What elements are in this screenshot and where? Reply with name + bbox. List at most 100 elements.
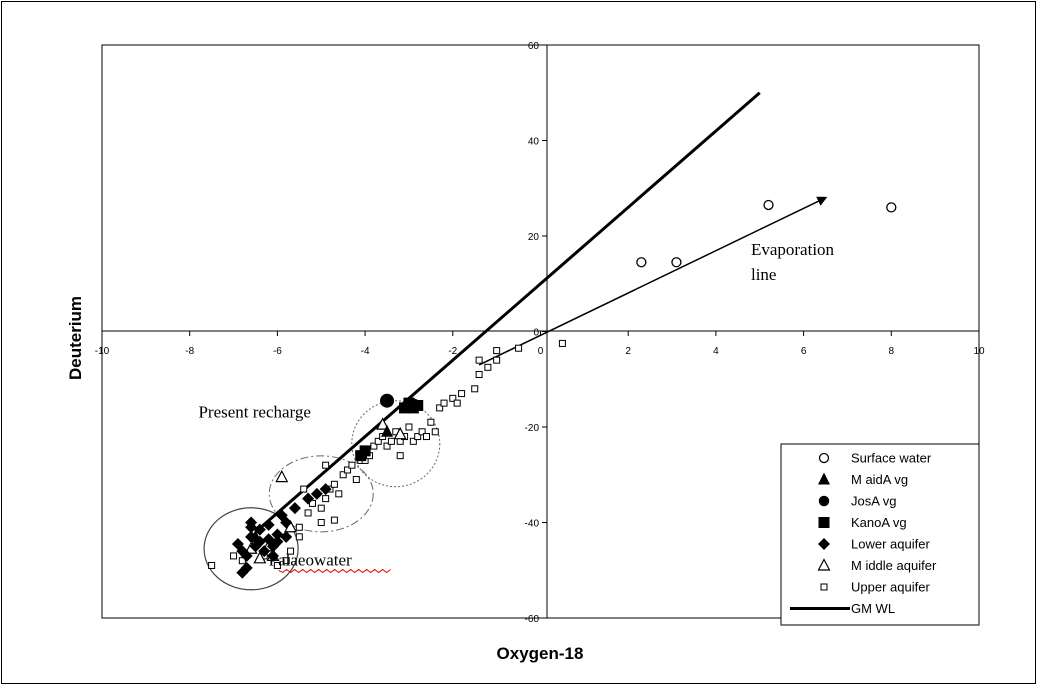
data-point xyxy=(431,428,439,436)
data-point xyxy=(330,516,338,524)
x-tick-label: 10 xyxy=(973,346,985,357)
data-point xyxy=(886,202,897,213)
data-point xyxy=(393,426,407,440)
y-tick-label: 0 xyxy=(533,328,539,339)
data-point xyxy=(396,452,404,460)
data-point xyxy=(558,339,566,347)
data-point xyxy=(249,529,262,542)
data-point xyxy=(304,509,312,517)
y-tick-label: -40 xyxy=(525,519,540,530)
data-point xyxy=(240,549,253,562)
x-ticks: -10 -8 -6 -4 -2 0 2 4 6 8 10 xyxy=(95,331,985,357)
data-point xyxy=(376,417,390,430)
gmwl-line xyxy=(254,91,761,534)
legend-marker xyxy=(818,495,830,507)
ellipse-present-recharge xyxy=(351,400,441,488)
x-tick-label: 4 xyxy=(713,346,719,357)
data-point xyxy=(308,499,316,507)
data-point xyxy=(370,442,378,450)
ellipse-palaeowater xyxy=(203,507,299,591)
annotation-line: line xyxy=(751,265,777,284)
y-tick-label: -60 xyxy=(525,614,540,625)
annotation-present-recharge: Present recharge xyxy=(198,402,311,421)
data-point xyxy=(280,530,293,543)
x-tick-label: 8 xyxy=(889,346,895,357)
legend-label: Surface water xyxy=(851,451,932,466)
y-axis-title: Deuterium xyxy=(66,296,85,380)
x-axis-title: Oxygen-18 xyxy=(497,644,584,663)
legend-label: Upper aquifer xyxy=(851,580,930,595)
legend-marker xyxy=(820,583,828,591)
data-point xyxy=(288,502,301,515)
legend-marker xyxy=(817,558,831,571)
legend-label: GM WL xyxy=(851,601,895,616)
data-point xyxy=(453,399,461,407)
spellcheck-underline xyxy=(278,568,391,574)
y-tick-label: -20 xyxy=(525,423,540,434)
data-point xyxy=(322,495,330,503)
data-point xyxy=(253,551,267,564)
legend: Surface water M aidA vg JosA vg KanoA vg Low… xyxy=(780,443,980,626)
data-point xyxy=(414,433,422,441)
legend-box xyxy=(780,443,980,626)
data-point xyxy=(322,461,330,469)
data-point xyxy=(262,518,275,531)
legend-marker xyxy=(818,517,830,528)
ellipse-transition xyxy=(268,455,374,533)
data-point xyxy=(230,552,238,560)
data-point xyxy=(418,428,426,436)
data-point xyxy=(335,490,343,498)
data-point xyxy=(406,398,421,413)
data-point xyxy=(271,528,284,541)
data-point xyxy=(282,557,290,565)
data-point xyxy=(273,561,281,569)
y-tick-label: 20 xyxy=(528,232,540,243)
x-tick-label: 6 xyxy=(801,346,807,357)
x-tick-label: 0 xyxy=(538,346,544,357)
data-point xyxy=(374,437,382,445)
data-point xyxy=(287,547,295,555)
legend-label: M iddle aquifer xyxy=(851,558,937,573)
legend-label: Lower aquifer xyxy=(851,537,930,552)
data-point xyxy=(636,257,647,268)
x-tick-label: -6 xyxy=(273,346,282,357)
data-point xyxy=(317,519,325,526)
data-point xyxy=(436,404,444,412)
x-tick-label: -4 xyxy=(361,346,370,357)
data-point xyxy=(271,535,284,548)
x-tick-label: 2 xyxy=(625,346,631,357)
grouping-ellipses xyxy=(203,400,441,591)
data-point xyxy=(258,545,271,558)
data-point xyxy=(302,492,315,505)
data-point xyxy=(763,199,774,211)
data-point xyxy=(493,347,501,355)
data-point xyxy=(427,418,435,426)
reference-lines xyxy=(254,91,828,534)
data-point xyxy=(310,487,323,500)
data-point xyxy=(344,466,352,474)
data-point xyxy=(671,257,682,268)
data-point xyxy=(330,480,338,488)
data-point xyxy=(267,549,280,562)
data-point xyxy=(300,485,308,493)
x-tick-label: -10 xyxy=(95,346,110,357)
data-point xyxy=(440,399,448,407)
data-point xyxy=(295,523,303,531)
data-point xyxy=(475,356,483,364)
legend-label: KanoA vg xyxy=(851,515,907,530)
data-point xyxy=(515,344,523,352)
data-point xyxy=(422,433,430,441)
legend-marker xyxy=(818,538,830,550)
data-point xyxy=(493,356,501,364)
legend-marker xyxy=(818,472,830,485)
data-point xyxy=(380,393,395,408)
data-point xyxy=(355,450,367,462)
data-point xyxy=(471,385,479,393)
data-point xyxy=(387,437,395,445)
legend-label: M aidA vg xyxy=(851,472,908,487)
data-point xyxy=(449,394,457,402)
data-point xyxy=(339,471,347,479)
legend-label: JosA vg xyxy=(851,494,897,509)
data-point xyxy=(405,423,413,431)
